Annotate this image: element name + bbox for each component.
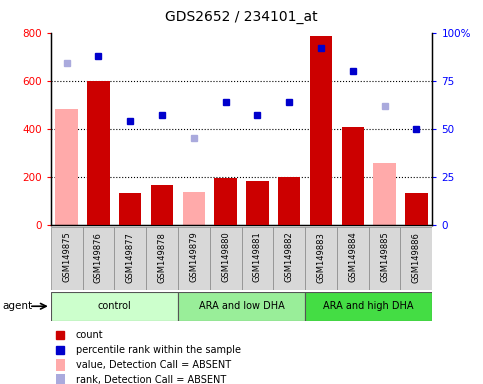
Bar bbox=[273, 227, 305, 290]
Text: GSM149885: GSM149885 bbox=[380, 232, 389, 282]
Bar bbox=[278, 177, 300, 225]
Bar bbox=[305, 227, 337, 290]
Text: rank, Detection Call = ABSENT: rank, Detection Call = ABSENT bbox=[75, 375, 226, 384]
Text: GSM149884: GSM149884 bbox=[348, 232, 357, 282]
Bar bbox=[83, 227, 114, 290]
Bar bbox=[119, 194, 142, 225]
Text: GSM149880: GSM149880 bbox=[221, 232, 230, 282]
Bar bbox=[87, 81, 110, 225]
Text: GSM149875: GSM149875 bbox=[62, 232, 71, 282]
Text: GSM149879: GSM149879 bbox=[189, 232, 199, 282]
Text: ARA and high DHA: ARA and high DHA bbox=[324, 301, 414, 311]
Bar bbox=[51, 292, 178, 321]
Bar bbox=[337, 227, 369, 290]
Bar bbox=[305, 292, 432, 321]
Bar bbox=[214, 178, 237, 225]
Bar bbox=[146, 227, 178, 290]
Bar bbox=[242, 227, 273, 290]
Bar bbox=[246, 182, 269, 225]
Bar bbox=[56, 359, 65, 371]
Bar bbox=[210, 227, 242, 290]
Text: GDS2652 / 234101_at: GDS2652 / 234101_at bbox=[165, 10, 318, 23]
Text: GSM149881: GSM149881 bbox=[253, 232, 262, 282]
Bar bbox=[114, 227, 146, 290]
Text: GSM149886: GSM149886 bbox=[412, 232, 421, 283]
Text: GSM149878: GSM149878 bbox=[157, 232, 167, 283]
Bar bbox=[373, 164, 396, 225]
Bar bbox=[51, 227, 83, 290]
Bar bbox=[151, 185, 173, 225]
Bar bbox=[310, 36, 332, 225]
Text: GSM149877: GSM149877 bbox=[126, 232, 135, 283]
Bar bbox=[178, 227, 210, 290]
Text: control: control bbox=[98, 301, 131, 311]
Bar bbox=[56, 109, 78, 225]
Bar bbox=[341, 127, 364, 225]
Text: percentile rank within the sample: percentile rank within the sample bbox=[75, 345, 241, 355]
Bar bbox=[405, 194, 427, 225]
Text: GSM149883: GSM149883 bbox=[316, 232, 326, 283]
Bar bbox=[183, 192, 205, 225]
Bar bbox=[56, 374, 65, 384]
Bar bbox=[400, 227, 432, 290]
Text: ARA and low DHA: ARA and low DHA bbox=[199, 301, 284, 311]
Bar bbox=[178, 292, 305, 321]
Text: value, Detection Call = ABSENT: value, Detection Call = ABSENT bbox=[75, 360, 231, 370]
Text: GSM149882: GSM149882 bbox=[284, 232, 294, 282]
Bar bbox=[369, 227, 400, 290]
Text: GSM149876: GSM149876 bbox=[94, 232, 103, 283]
Text: agent: agent bbox=[2, 301, 32, 311]
Text: count: count bbox=[75, 330, 103, 340]
